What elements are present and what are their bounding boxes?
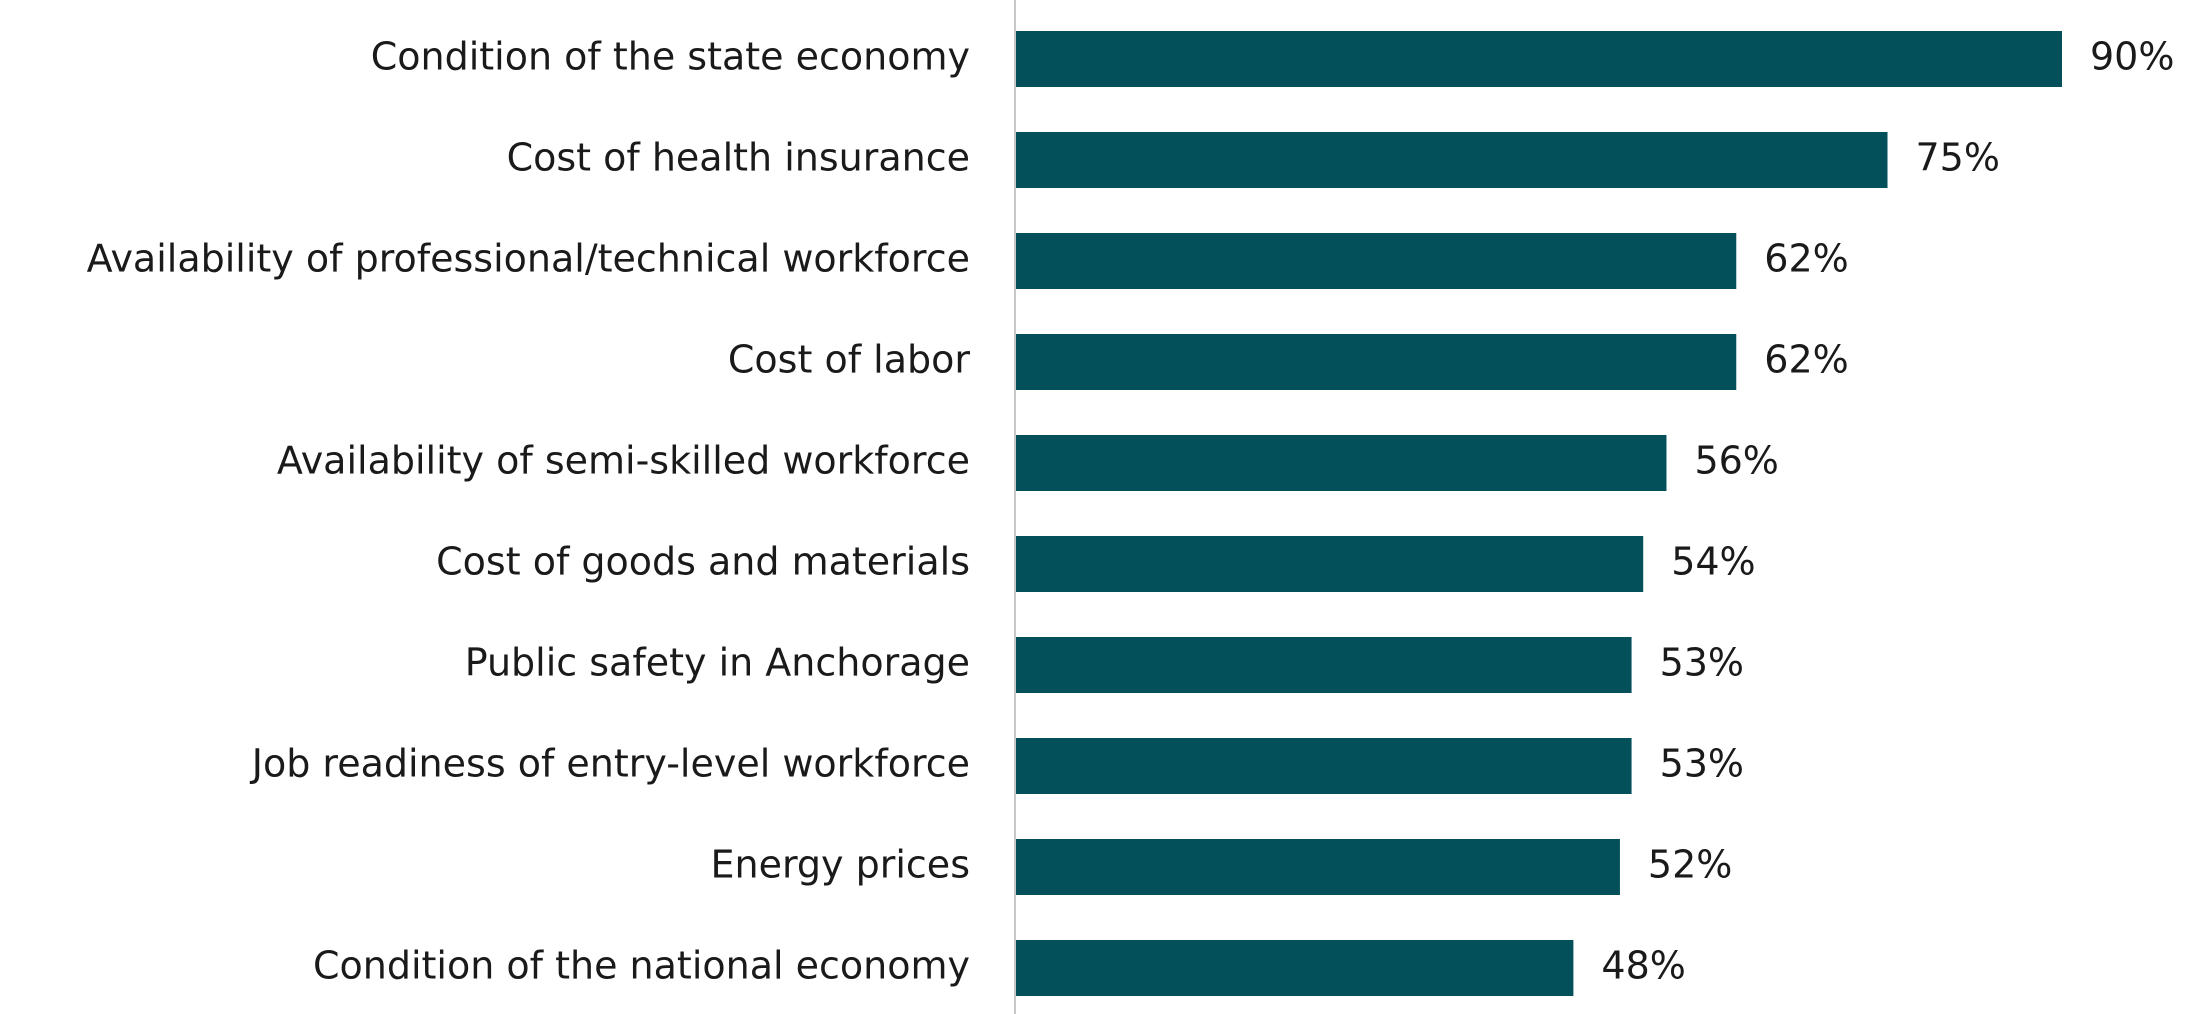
value-label: 53%	[1660, 742, 1744, 786]
bar	[1016, 31, 2062, 87]
bar	[1016, 637, 1632, 693]
bar	[1016, 839, 1620, 895]
category-label: Cost of labor	[728, 338, 970, 382]
category-label: Energy prices	[711, 843, 971, 887]
bar	[1016, 536, 1644, 592]
value-label: 52%	[1648, 843, 1732, 887]
category-label: Availability of professional/technical w…	[87, 237, 970, 281]
value-label: 48%	[1601, 944, 1685, 988]
value-label: 75%	[1916, 136, 2000, 180]
category-label: Cost of health insurance	[507, 136, 970, 180]
value-label: 62%	[1764, 338, 1848, 382]
category-label: Condition of the state economy	[371, 35, 970, 79]
value-label: 54%	[1671, 540, 1755, 584]
bar	[1016, 334, 1737, 390]
value-label: 90%	[2090, 35, 2174, 79]
bar	[1016, 233, 1737, 289]
category-label: Availability of semi-skilled workforce	[277, 439, 970, 483]
category-label: Public safety in Anchorage	[465, 641, 970, 685]
category-label: Job readiness of entry-level workforce	[250, 742, 970, 786]
value-label: 56%	[1694, 439, 1778, 483]
value-label: 53%	[1660, 641, 1744, 685]
value-label: 62%	[1764, 237, 1848, 281]
bar	[1016, 435, 1667, 491]
category-label: Condition of the national economy	[313, 944, 970, 988]
bar	[1016, 132, 1888, 188]
bar	[1016, 940, 1574, 996]
bar	[1016, 738, 1632, 794]
category-label: Cost of goods and materials	[436, 540, 970, 584]
